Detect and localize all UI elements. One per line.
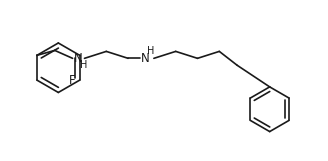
Text: N: N [73, 52, 82, 65]
Text: H: H [147, 46, 154, 56]
Text: H: H [79, 60, 87, 70]
Text: N: N [141, 52, 150, 65]
Text: F: F [69, 74, 75, 87]
